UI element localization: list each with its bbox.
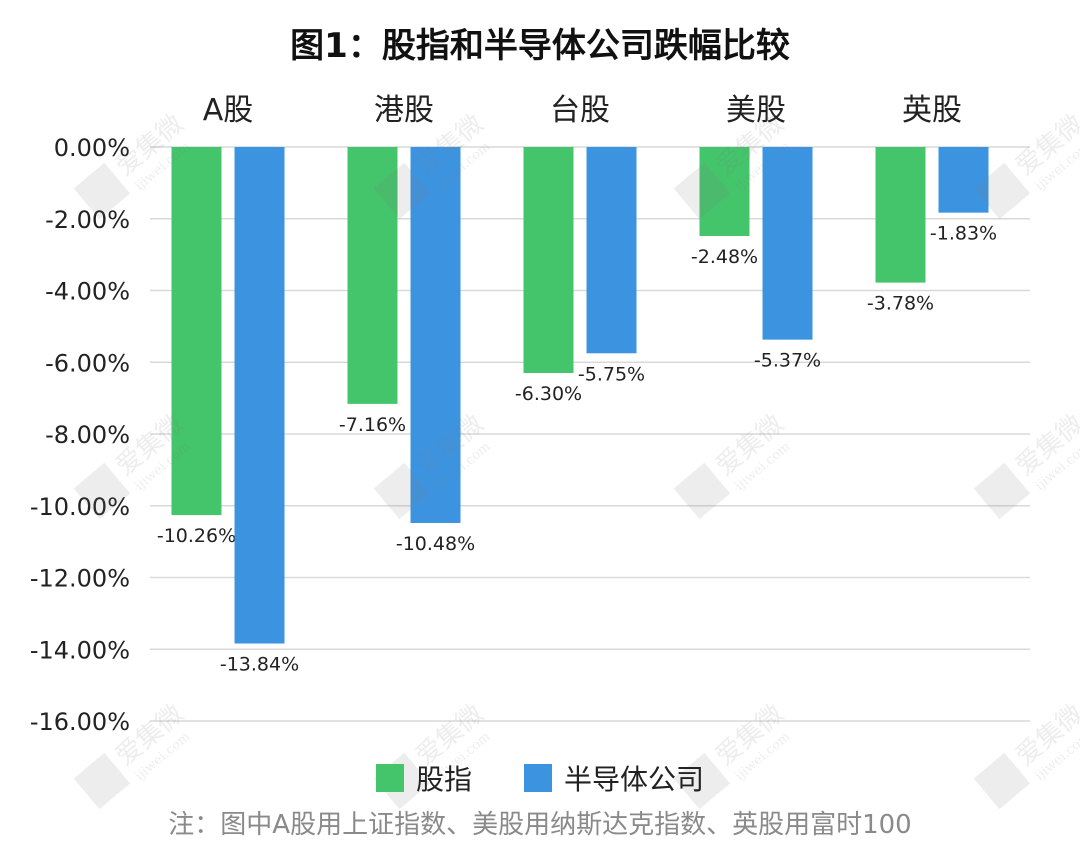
bar: [523, 147, 574, 374]
chart-title: 图1：股指和半导体公司跌幅比较: [290, 26, 790, 66]
bar: [699, 147, 750, 236]
category-label: A股: [203, 93, 254, 128]
data-label: -3.78%: [867, 293, 934, 315]
watermark-logo-icon: [673, 462, 731, 520]
data-label: -5.37%: [754, 350, 821, 372]
category-label: 台股: [550, 93, 610, 128]
data-label: -2.48%: [691, 246, 758, 268]
category-label: 英股: [902, 93, 962, 128]
y-tick-label: 0.00%: [54, 134, 130, 162]
legend-swatch-semiconductor: [524, 764, 552, 792]
data-label: -6.30%: [515, 383, 582, 405]
bar: [875, 147, 926, 283]
y-tick-label: -4.00%: [45, 278, 130, 306]
watermark-logo-icon: [973, 462, 1031, 520]
watermark-logo-icon: [373, 462, 431, 520]
watermark-logo-icon: [673, 752, 731, 810]
bar: [347, 147, 398, 404]
legend-swatch-index: [375, 764, 404, 792]
y-tick-label: -12.00%: [30, 565, 130, 593]
legend-item-semiconductor[interactable]: 半导体公司: [524, 758, 704, 798]
watermark-logo-icon: [73, 462, 131, 520]
y-tick-label: -14.00%: [30, 636, 130, 664]
y-tick-label: -10.00%: [30, 493, 130, 521]
data-label: -10.26%: [157, 525, 236, 547]
bar: [234, 147, 285, 644]
watermark-logo-icon: [673, 162, 731, 220]
y-tick-label: -6.00%: [45, 349, 130, 377]
y-tick-label: -16.00%: [30, 708, 130, 736]
bar: [171, 147, 222, 516]
bar: [938, 147, 989, 213]
watermark-logo-icon: [973, 162, 1031, 220]
data-label: -7.16%: [339, 414, 406, 436]
category-label: 港股: [374, 93, 434, 128]
data-label: -10.48%: [396, 533, 475, 555]
y-tick-label: -8.00%: [45, 421, 130, 449]
watermark-logo-icon: [73, 162, 131, 220]
data-label: -13.84%: [220, 654, 299, 676]
bar: [762, 147, 813, 340]
watermark-logo-icon: [973, 752, 1031, 810]
legend-label-semiconductor: 半导体公司: [564, 763, 705, 796]
legend-item-index[interactable]: 股指: [375, 758, 472, 798]
legend-label-index: 股指: [415, 763, 472, 796]
category-label: 美股: [726, 93, 786, 128]
bar: [586, 147, 637, 354]
data-label: -1.83%: [930, 223, 997, 245]
footnote: 注：图中A股用上证指数、美股用纳斯达克指数、英股用富时100: [168, 810, 912, 840]
watermark-logo-icon: [373, 162, 431, 220]
y-tick-label: -2.00%: [45, 206, 130, 234]
bar: [410, 147, 461, 523]
data-label: -5.75%: [578, 363, 645, 385]
watermark-logo-icon: [73, 752, 131, 810]
legend: 股指 半导体公司: [0, 758, 1080, 798]
